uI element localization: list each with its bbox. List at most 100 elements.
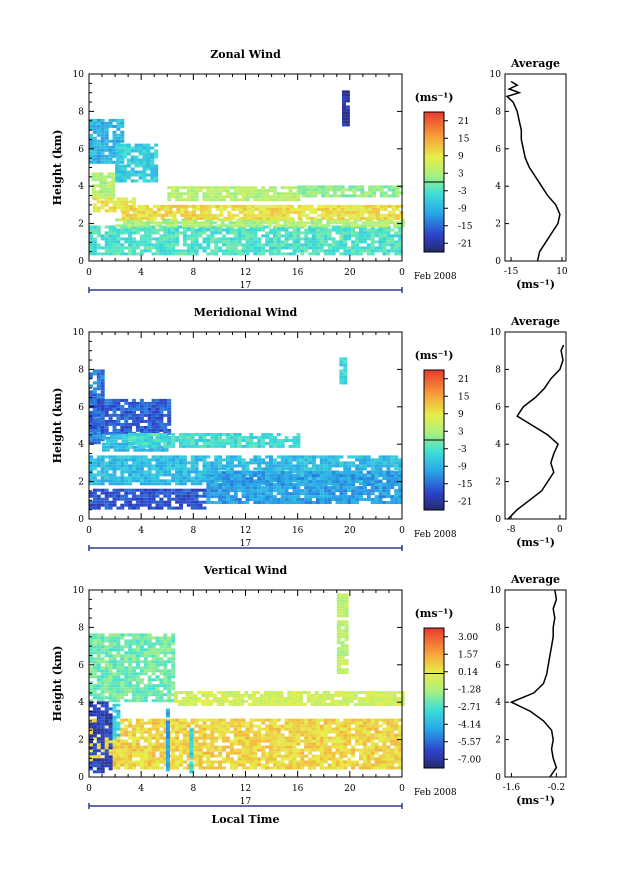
heatmap-cell [352,188,357,192]
heatmap-cell [165,218,170,222]
heatmap-cell [159,736,164,740]
heatmap-cell [343,369,348,373]
heatmap-cell [323,745,328,749]
heatmap-cell [107,184,112,188]
heatmap-cell [386,483,391,487]
heatmap-cell [175,243,180,247]
heatmap-cell [382,240,387,244]
heatmap-cell [202,727,207,731]
heatmap-cell [121,439,126,443]
heatmap-cell [390,234,395,238]
heatmap-cell [296,489,301,493]
heatmap-cell [89,243,93,247]
heatmap-cell [151,231,156,235]
heatmap-cell [96,206,101,210]
heatmap-cell [198,736,203,740]
heatmap-cell [356,216,361,220]
heatmap-cell [138,149,143,153]
heatmap-cell [308,489,313,493]
heatmap-cell [96,151,101,155]
heatmap-cell [210,186,215,190]
heatmap-cell [269,461,273,465]
heatmap-cell [135,252,140,256]
heatmap-cell [315,763,320,767]
heatmap-cell [89,413,93,417]
heatmap-cell [125,216,130,220]
heatmap-cell [395,213,400,217]
heatmap-cell [151,246,156,250]
heatmap-cell [139,249,144,253]
heatmap-cell [194,464,199,468]
heatmap-cell [171,461,176,465]
heatmap-cell [222,724,226,728]
heatmap-cell [249,727,254,731]
heatmap-cell [210,195,215,199]
heatmap-cell [265,455,270,459]
heatmap-cell [214,243,219,247]
heatmap-cell [372,210,376,214]
heatmap-cell [103,181,108,185]
heatmap-cell [308,724,313,728]
heatmap-cell [284,483,289,487]
heatmap-cell [132,470,136,474]
heatmap-cell [194,488,199,492]
heatmap-cell [302,221,307,225]
heatmap-cell [218,766,223,770]
heatmap-cell [139,439,144,442]
heatmap-cell [211,216,216,220]
heatmap-cell [233,228,238,232]
heatmap-cell [233,240,238,244]
heatmap-cell [214,228,219,232]
heatmap-cell [218,186,223,190]
heatmap-cell [241,458,246,462]
heatmap-cell [130,179,135,183]
heatmap-cell [143,766,148,770]
heatmap-cell [265,474,270,478]
heatmap-cell [249,234,254,238]
heatmap-cell [269,498,273,501]
heatmap-cell [385,224,389,228]
heatmap-cell [218,751,223,755]
heatmap-cell [312,252,316,256]
heatmap-cell [233,433,238,436]
heatmap-cell [104,154,109,158]
heatmap-cell [132,249,136,253]
heatmap-cell [206,234,211,238]
heatmap-cell [280,467,285,471]
heatmap-cell [167,455,172,459]
heatmap-cell [214,730,219,734]
heatmap-cell [121,204,126,208]
heatmap-cell [292,240,297,244]
heatmap-cell [147,736,152,740]
heatmap-cell [296,742,301,746]
heatmap-cell [288,742,293,746]
heatmap-cell [292,458,297,462]
heatmap-cell [143,482,148,486]
heatmap-cell [171,754,176,758]
heatmap-cell [202,766,207,770]
heatmap-cell [210,766,215,770]
heatmap-cell [292,231,297,235]
heatmap-cell [386,480,391,484]
heatmap-cell [169,218,174,222]
heatmap-cell [182,760,187,764]
heatmap-cell [267,221,272,225]
heatmap-cell [241,186,246,190]
heatmap-cell [249,195,254,199]
heatmap-cell [253,480,258,484]
heatmap-cell [198,754,203,758]
heatmap-cell [175,228,180,232]
heatmap-cell [179,467,183,471]
heatmap-cell [373,221,378,225]
heatmap-cell [325,204,330,208]
heatmap-cell [343,375,348,379]
heatmap-cell [351,480,356,484]
heatmap-cell [147,243,152,247]
heatmap-cell [292,486,297,490]
heatmap-cell [351,455,356,459]
heatmap-cell [379,185,384,189]
heatmap-cell [126,149,131,153]
heatmap-cell [159,721,164,725]
heatmap-cell [154,164,159,168]
heatmap-cell [96,246,101,250]
